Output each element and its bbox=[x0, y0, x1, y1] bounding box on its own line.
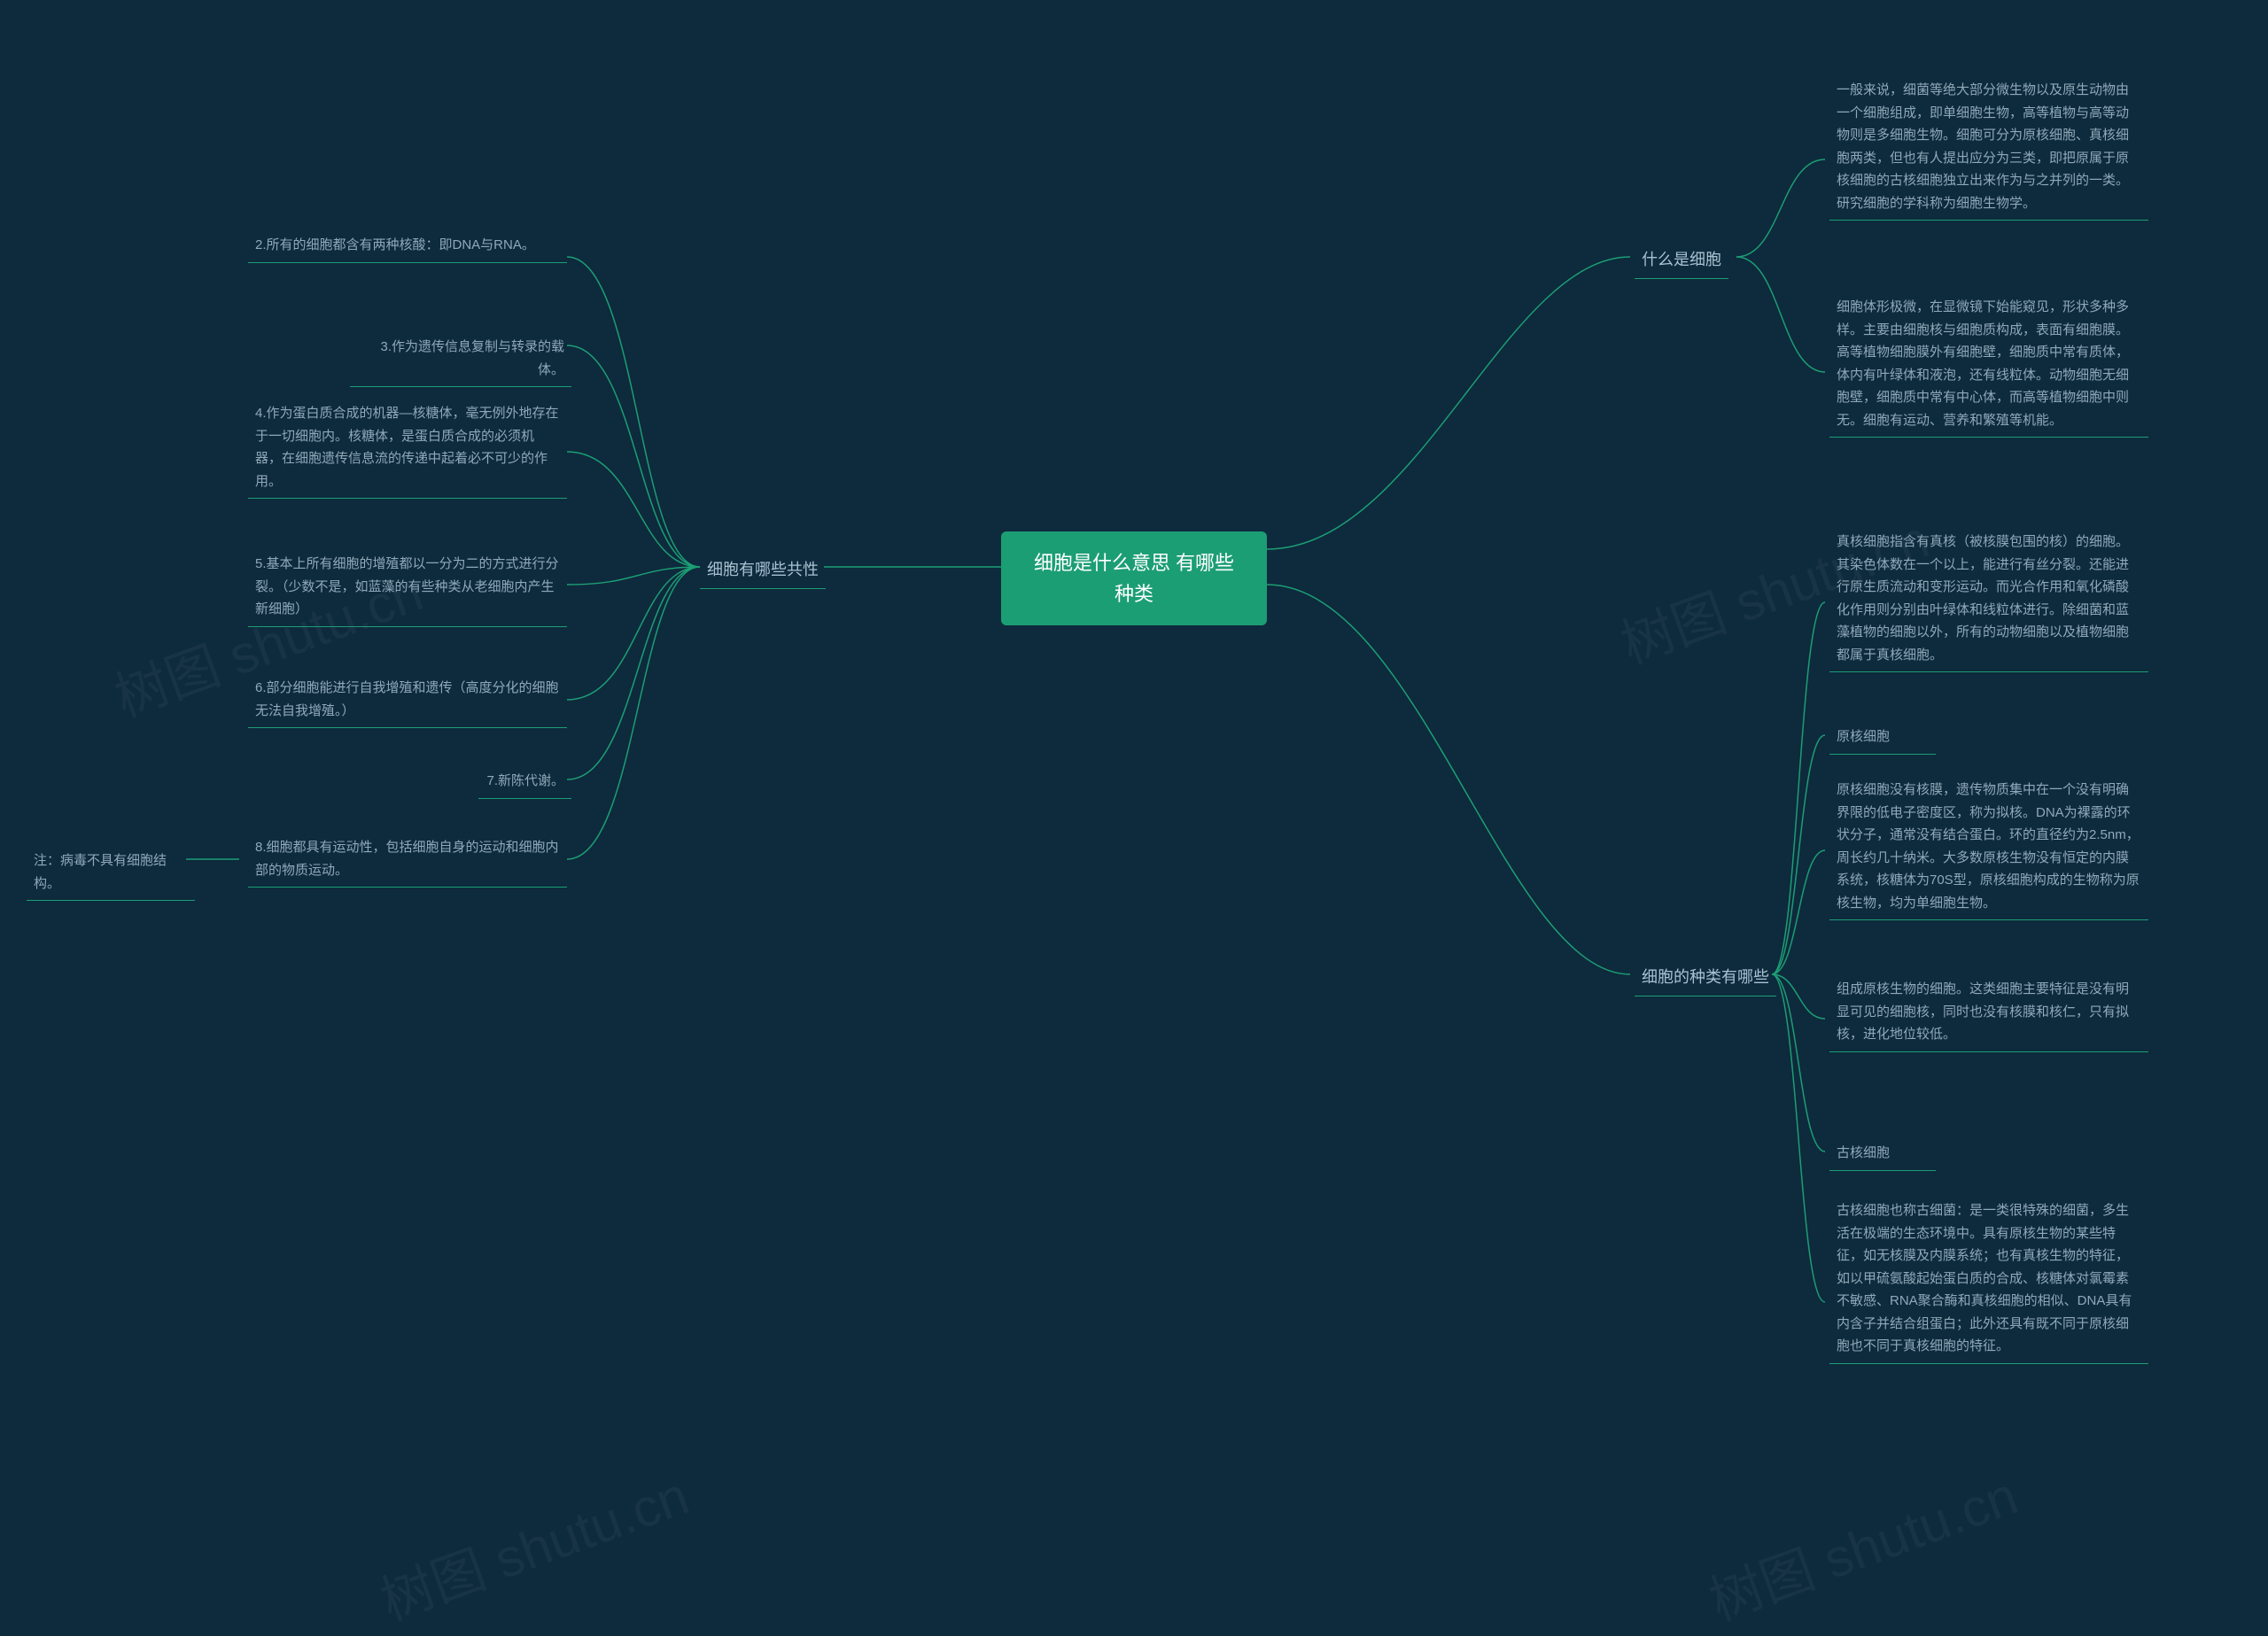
left-leaf-2-text: 4.作为蛋白质合成的机器—核糖体，毫无例外地存在于一切细胞内。核糖体，是蛋白质合… bbox=[255, 406, 559, 489]
right1-leaf-1: 原核细胞 bbox=[1829, 722, 1936, 755]
branch-right-0: 什么是细胞 bbox=[1635, 244, 1728, 279]
root-label: 细胞是什么意思 有哪些种类 bbox=[1034, 552, 1234, 605]
right0-leaf-1: 细胞体形极微，在显微镜下始能窥见，形状多种多样。主要由细胞核与细胞质构成，表面有… bbox=[1829, 292, 2148, 438]
left-leaf-4-text: 6.部分细胞能进行自我增殖和遗传（高度分化的细胞无法自我增殖。） bbox=[255, 680, 559, 718]
right1-leaf-0-text: 真核细胞指含有真核（被核膜包围的核）的细胞。其染色体数在一个以上，能进行有丝分裂… bbox=[1837, 534, 2129, 663]
right0-leaf-0-text: 一般来说，细菌等绝大部分微生物以及原生动物由一个细胞组成，即单细胞生物，高等植物… bbox=[1837, 82, 2129, 211]
left-leaf-5: 7.新陈代谢。 bbox=[478, 766, 571, 799]
right1-leaf-4: 古核细胞 bbox=[1829, 1138, 1936, 1171]
right1-leaf-5-text: 古核细胞也称古细菌：是一类很特殊的细菌，多生活在极端的生态环境中。具有原核生物的… bbox=[1837, 1203, 2132, 1353]
left-leaf-6-note-text: 注：病毒不具有细胞结构。 bbox=[34, 853, 167, 891]
left-leaf-6-text: 8.细胞都具有运动性，包括细胞自身的运动和细胞内部的物质运动。 bbox=[255, 840, 559, 878]
left-leaf-6: 8.细胞都具有运动性，包括细胞自身的运动和细胞内部的物质运动。 bbox=[248, 833, 567, 888]
watermark: 树图 shutu.cn bbox=[1697, 1453, 2026, 1635]
left-leaf-4: 6.部分细胞能进行自我增殖和遗传（高度分化的细胞无法自我增殖。） bbox=[248, 673, 567, 728]
branch-right-1: 细胞的种类有哪些 bbox=[1635, 961, 1776, 996]
left-leaf-5-text: 7.新陈代谢。 bbox=[486, 773, 564, 788]
left-leaf-0-text: 2.所有的细胞都含有两种核酸：即DNA与RNA。 bbox=[255, 237, 535, 252]
left-leaf-6-note: 注：病毒不具有细胞结构。 bbox=[27, 846, 195, 901]
branch-right-0-label: 什么是细胞 bbox=[1642, 251, 1721, 268]
left-leaf-2: 4.作为蛋白质合成的机器—核糖体，毫无例外地存在于一切细胞内。核糖体，是蛋白质合… bbox=[248, 399, 567, 499]
watermark: 树图 shutu.cn bbox=[369, 1453, 697, 1635]
right1-leaf-3-text: 组成原核生物的细胞。这类细胞主要特征是没有明显可见的细胞核，同时也没有核膜和核仁… bbox=[1837, 981, 2129, 1042]
left-leaf-3-text: 5.基本上所有细胞的增殖都以一分为二的方式进行分裂。（少数不是，如蓝藻的有些种类… bbox=[255, 556, 559, 616]
left-leaf-0: 2.所有的细胞都含有两种核酸：即DNA与RNA。 bbox=[248, 230, 567, 263]
right1-leaf-2: 原核细胞没有核膜，遗传物质集中在一个没有明确界限的低电子密度区，称为拟核。DNA… bbox=[1829, 775, 2148, 920]
right1-leaf-3: 组成原核生物的细胞。这类细胞主要特征是没有明显可见的细胞核，同时也没有核膜和核仁… bbox=[1829, 974, 2148, 1052]
right1-leaf-1-text: 原核细胞 bbox=[1837, 729, 1890, 744]
branch-left-label: 细胞有哪些共性 bbox=[707, 561, 819, 578]
left-leaf-1-text: 3.作为遗传信息复制与转录的载体。 bbox=[380, 339, 564, 377]
right0-leaf-1-text: 细胞体形极微，在显微镜下始能窥见，形状多种多样。主要由细胞核与细胞质构成，表面有… bbox=[1837, 299, 2129, 428]
right0-leaf-0: 一般来说，细菌等绝大部分微生物以及原生动物由一个细胞组成，即单细胞生物，高等植物… bbox=[1829, 75, 2148, 221]
right1-leaf-5: 古核细胞也称古细菌：是一类很特殊的细菌，多生活在极端的生态环境中。具有原核生物的… bbox=[1829, 1196, 2148, 1364]
branch-left: 细胞有哪些共性 bbox=[700, 554, 826, 589]
branch-right-1-label: 细胞的种类有哪些 bbox=[1642, 968, 1769, 986]
root-node: 细胞是什么意思 有哪些种类 bbox=[1001, 531, 1267, 625]
right1-leaf-4-text: 古核细胞 bbox=[1837, 1145, 1890, 1160]
left-leaf-3: 5.基本上所有细胞的增殖都以一分为二的方式进行分裂。（少数不是，如蓝藻的有些种类… bbox=[248, 549, 567, 627]
right1-leaf-2-text: 原核细胞没有核膜，遗传物质集中在一个没有明确界限的低电子密度区，称为拟核。DNA… bbox=[1837, 782, 2140, 911]
left-leaf-1: 3.作为遗传信息复制与转录的载体。 bbox=[350, 332, 571, 387]
right1-leaf-0: 真核细胞指含有真核（被核膜包围的核）的细胞。其染色体数在一个以上，能进行有丝分裂… bbox=[1829, 527, 2148, 672]
